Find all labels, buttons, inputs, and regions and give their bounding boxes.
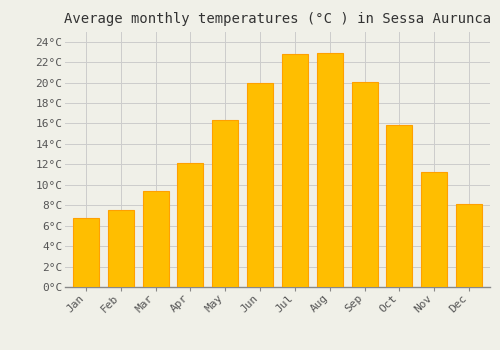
Bar <box>386 125 412 287</box>
Bar <box>456 204 482 287</box>
Bar <box>282 54 308 287</box>
Bar <box>108 210 134 287</box>
Bar <box>352 82 378 287</box>
Bar <box>142 191 169 287</box>
Bar <box>73 217 99 287</box>
Title: Average monthly temperatures (°C ) in Sessa Aurunca: Average monthly temperatures (°C ) in Se… <box>64 12 491 26</box>
Bar <box>212 120 238 287</box>
Bar <box>178 163 204 287</box>
Bar <box>421 172 448 287</box>
Bar <box>247 83 273 287</box>
Bar <box>316 53 343 287</box>
